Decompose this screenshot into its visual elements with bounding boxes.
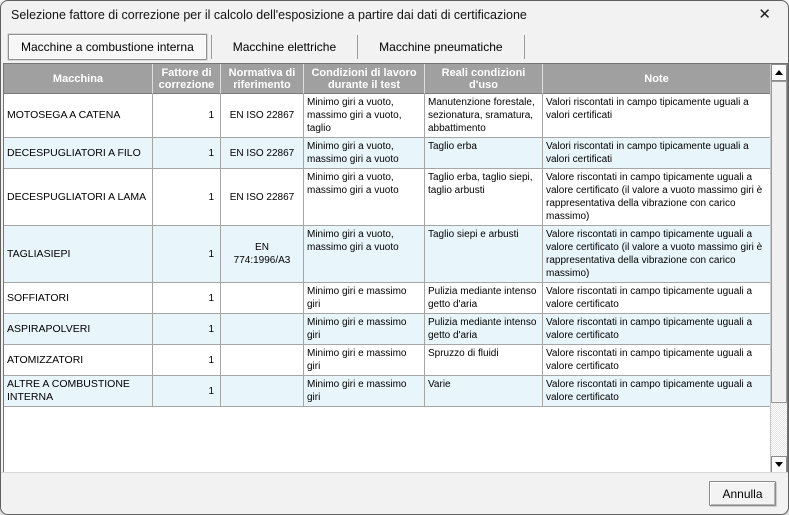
table-cell-note[interactable]: Valore riscontati in campo tipicamente u… bbox=[543, 345, 770, 376]
close-icon[interactable]: ✕ bbox=[758, 6, 771, 23]
table-cell-macchina[interactable]: TAGLIASIEPI bbox=[4, 226, 153, 283]
tab-macchine-elettriche[interactable]: Macchine elettriche bbox=[232, 40, 337, 54]
triangle-up-icon bbox=[775, 70, 783, 75]
table-row[interactable]: ATOMIZZATORI 1 Minimo giri e massimo giri S… bbox=[4, 345, 770, 376]
column-header[interactable]: Condizioni di lavoro durante il test bbox=[304, 64, 425, 94]
table-cell-reali[interactable]: Varie bbox=[425, 376, 543, 407]
table-cell-note[interactable]: Valore riscontati in campo tipicamente u… bbox=[543, 376, 770, 407]
table-cell-normativa[interactable]: EN 774:1996/A3 bbox=[221, 226, 304, 283]
table-cell-note[interactable]: Valore riscontati in campo tipicamente u… bbox=[543, 283, 770, 314]
table-cell-fattore[interactable]: 1 bbox=[153, 94, 221, 138]
tab-macchine-a-combustione-interna[interactable]: Macchine a combustione interna bbox=[8, 34, 207, 60]
table-cell-reali[interactable]: Manutenzione forestale, sezionatura, sra… bbox=[425, 94, 543, 138]
table-row[interactable]: ASPIRAPOLVERI 1 Minimo giri e massimo giri… bbox=[4, 314, 770, 345]
cancel-button[interactable]: Annulla bbox=[709, 481, 776, 506]
table-row[interactable]: DECESPUGLIATORI A FILO 1 EN ISO 22867 Minim… bbox=[4, 138, 770, 169]
table-cell-fattore[interactable]: 1 bbox=[153, 169, 221, 226]
table-row[interactable]: DECESPUGLIATORI A LAMA 1 EN ISO 22867 Minim… bbox=[4, 169, 770, 226]
table-cell-macchina[interactable]: SOFFIATORI bbox=[4, 283, 153, 314]
table-empty-area bbox=[4, 407, 770, 473]
table-cell-normativa[interactable] bbox=[221, 283, 304, 314]
tab-separator bbox=[357, 35, 359, 59]
table-cell-condizioni[interactable]: Minimo giri a vuoto, massimo giri a vuot… bbox=[304, 138, 425, 169]
column-header[interactable]: Normativa di riferimento bbox=[221, 64, 304, 94]
table-cell-macchina[interactable]: DECESPUGLIATORI A LAMA bbox=[4, 169, 153, 226]
table-row[interactable]: MOTOSEGA A CATENA 1 EN ISO 22867 Minimo gir… bbox=[4, 94, 770, 138]
titlebar: Selezione fattore di correzione per il c… bbox=[1, 1, 788, 31]
table-cell-note[interactable]: Valori riscontati in campo tipicamente u… bbox=[543, 138, 770, 169]
dialog-title: Selezione fattore di correzione per il c… bbox=[11, 8, 527, 22]
table-cell-fattore[interactable]: 1 bbox=[153, 138, 221, 169]
table-row[interactable]: TAGLIASIEPI 1 EN 774:1996/A3 Minimo giri a … bbox=[4, 226, 770, 283]
tab-macchine-pneumatiche[interactable]: Macchine pneumatiche bbox=[379, 40, 503, 54]
table-cell-condizioni[interactable]: Minimo giri a vuoto, massimo giri a vuot… bbox=[304, 226, 425, 283]
table-cell-condizioni[interactable]: Minimo giri e massimo giri bbox=[304, 314, 425, 345]
scrollbar-thumb[interactable] bbox=[771, 81, 787, 403]
triangle-down-icon bbox=[775, 462, 783, 467]
table-row[interactable]: ALTRE A COMBUSTIONE INTERNA 1 Minimo giri … bbox=[4, 376, 770, 407]
table-cell-normativa[interactable] bbox=[221, 376, 304, 407]
table-cell-macchina[interactable]: MOTOSEGA A CATENA bbox=[4, 94, 153, 138]
table-cell-note[interactable]: Valori riscontati in campo tipicamente u… bbox=[543, 94, 770, 138]
table-header-row: Macchina Fattore di correzione Normativa d… bbox=[4, 64, 770, 94]
table-cell-reali[interactable]: Taglio erba bbox=[425, 138, 543, 169]
table-cell-macchina[interactable]: ASPIRAPOLVERI bbox=[4, 314, 153, 345]
column-header[interactable]: Fattore di correzione bbox=[153, 64, 221, 94]
table-cell-fattore[interactable]: 1 bbox=[153, 345, 221, 376]
table-cell-normativa[interactable]: EN ISO 22867 bbox=[221, 169, 304, 226]
table-cell-condizioni[interactable]: Minimo giri a vuoto, massimo giri a vuot… bbox=[304, 169, 425, 226]
table-cell-fattore[interactable]: 1 bbox=[153, 314, 221, 345]
table-cell-normativa[interactable] bbox=[221, 314, 304, 345]
column-header[interactable]: Macchina bbox=[4, 64, 153, 94]
table-cell-macchina[interactable]: DECESPUGLIATORI A FILO bbox=[4, 138, 153, 169]
table-cell-normativa[interactable]: EN ISO 22867 bbox=[221, 138, 304, 169]
table-cell-condizioni[interactable]: Minimo giri e massimo giri bbox=[304, 345, 425, 376]
table-cell-fattore[interactable]: 1 bbox=[153, 376, 221, 407]
footer: Annulla bbox=[1, 472, 788, 514]
table-cell-reali[interactable]: Spruzzo di fluidi bbox=[425, 345, 543, 376]
table-row[interactable]: SOFFIATORI 1 Minimo giri e massimo giri Pul… bbox=[4, 283, 770, 314]
column-header[interactable]: Note bbox=[543, 64, 770, 94]
tab-separator bbox=[523, 35, 525, 59]
table-cell-normativa[interactable] bbox=[221, 345, 304, 376]
vertical-scrollbar[interactable] bbox=[770, 64, 787, 473]
scroll-down-button[interactable] bbox=[771, 456, 787, 473]
tab-separator bbox=[210, 35, 212, 59]
table-cell-condizioni[interactable]: Minimo giri e massimo giri bbox=[304, 376, 425, 407]
table-cell-reali[interactable]: Pulizia mediante intenso getto d'aria bbox=[425, 283, 543, 314]
table-cell-condizioni[interactable]: Minimo giri a vuoto, massimo giri a vuot… bbox=[304, 94, 425, 138]
table-cell-note[interactable]: Valore riscontati in campo tipicamente u… bbox=[543, 226, 770, 283]
table-main: Macchina Fattore di correzione Normativa d… bbox=[4, 64, 770, 473]
table-cell-normativa[interactable]: EN ISO 22867 bbox=[221, 94, 304, 138]
tab-strip: Macchine a combustione interna Macchine … bbox=[8, 34, 525, 60]
column-header[interactable]: Reali condizioni d'uso bbox=[425, 64, 543, 94]
table-cell-fattore[interactable]: 1 bbox=[153, 283, 221, 314]
table-cell-note[interactable]: Valore riscontati in campo tipicamente u… bbox=[543, 314, 770, 345]
correction-factor-table: Macchina Fattore di correzione Normativa d… bbox=[3, 63, 788, 474]
table-cell-macchina[interactable]: ALTRE A COMBUSTIONE INTERNA bbox=[4, 376, 153, 407]
table-body: MOTOSEGA A CATENA 1 EN ISO 22867 Minimo gir… bbox=[4, 94, 770, 407]
table-cell-macchina[interactable]: ATOMIZZATORI bbox=[4, 345, 153, 376]
table-cell-fattore[interactable]: 1 bbox=[153, 226, 221, 283]
table-cell-condizioni[interactable]: Minimo giri e massimo giri bbox=[304, 283, 425, 314]
table-cell-reali[interactable]: Taglio erba, taglio siepi, taglio arbust… bbox=[425, 169, 543, 226]
table-cell-reali[interactable]: Pulizia mediante intenso getto d'aria bbox=[425, 314, 543, 345]
table-cell-reali[interactable]: Taglio siepi e arbusti bbox=[425, 226, 543, 283]
table-cell-note[interactable]: Valore riscontati in campo tipicamente u… bbox=[543, 169, 770, 226]
scroll-up-button[interactable] bbox=[771, 64, 787, 81]
